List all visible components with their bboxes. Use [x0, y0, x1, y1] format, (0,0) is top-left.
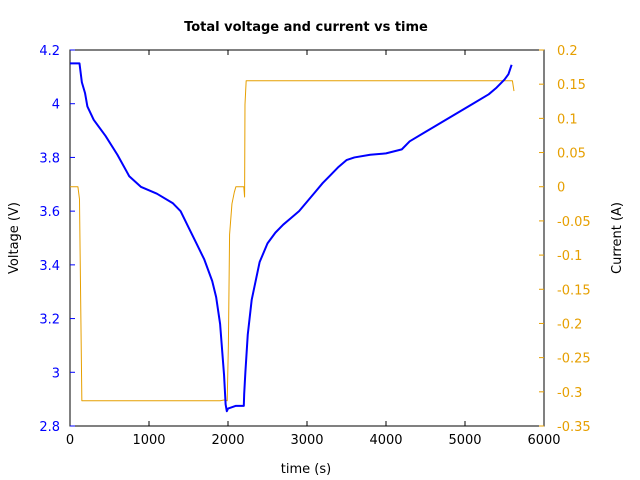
right-y-tick-label: 0.05 [557, 147, 586, 162]
left-y-tick-label: 4.2 [39, 44, 60, 59]
series-layer [70, 62, 515, 413]
left-y-tick-label: 3 [52, 366, 60, 381]
x-tick-label: 6000 [527, 433, 560, 448]
x-tick-label: 0 [66, 433, 74, 448]
right-y-tick-label: 0.1 [557, 112, 578, 127]
x-tick-label: 4000 [369, 433, 402, 448]
left-y-axis-label: Voltage (V) [7, 202, 22, 274]
left-y-tick-label: 3.4 [39, 259, 60, 274]
right-y-tick-label: -0.25 [557, 352, 591, 367]
x-tick-label: 1000 [132, 433, 165, 448]
left-y-axis-ticks: 2.8 3 3.2 3.4 3.6 3.8 4 4.2 [39, 44, 75, 435]
right-y-axis-ticks: -0.35 -0.3 -0.25 -0.2 -0.15 -0.1 -0.05 0 0.05 0.1… [539, 44, 591, 435]
x-axis-ticks: 0 1000 2000 3000 4000 5000 6000 [66, 50, 561, 448]
right-y-tick-label: -0.35 [557, 420, 591, 435]
right-y-tick-label: 0 [557, 181, 565, 196]
left-y-tick-label: 2.8 [39, 420, 60, 435]
x-tick-label: 5000 [448, 433, 481, 448]
x-tick-label: 2000 [211, 433, 244, 448]
plot-frame [69, 49, 545, 427]
x-tick-label: 3000 [290, 433, 323, 448]
right-y-tick-label: -0.2 [557, 317, 582, 332]
left-y-tick-label: 3.2 [39, 313, 60, 328]
chart-title: Total voltage and current vs time [184, 20, 428, 35]
right-y-tick-label: -0.15 [557, 283, 591, 298]
right-y-tick-label: 0.15 [557, 78, 586, 93]
current-series-line [70, 80, 515, 402]
right-y-axis-label: Current (A) [610, 202, 625, 274]
left-y-tick-label: 3.6 [39, 205, 60, 220]
voltage-series-line [70, 62, 513, 413]
x-axis-label: time (s) [281, 462, 331, 477]
right-y-tick-label: -0.1 [557, 249, 582, 264]
left-y-tick-label: 4 [52, 98, 60, 113]
right-y-tick-label: -0.05 [557, 215, 591, 230]
right-y-tick-label: 0.2 [557, 44, 578, 59]
right-y-tick-label: -0.3 [557, 386, 582, 401]
left-y-tick-label: 3.8 [39, 151, 60, 166]
